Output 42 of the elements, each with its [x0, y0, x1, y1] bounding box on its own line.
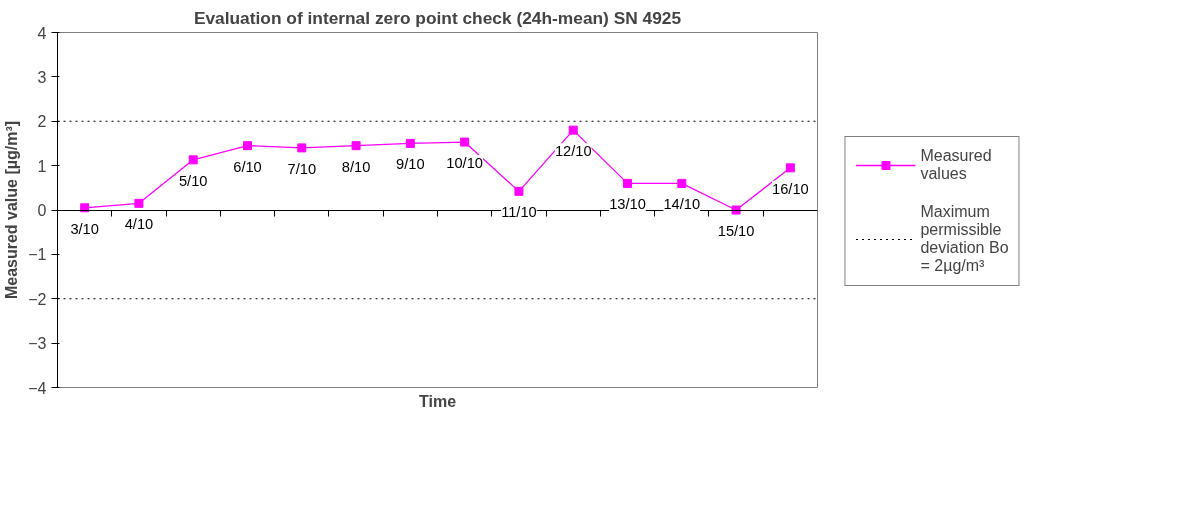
x-tick-label: 16/10 — [772, 180, 809, 197]
x-tick-label: 15/10 — [717, 223, 755, 239]
point — [297, 143, 307, 153]
point — [351, 141, 361, 151]
x-tick-label: 8/10 — [341, 158, 371, 175]
point — [134, 198, 144, 208]
x-axis-title: Time — [418, 392, 457, 410]
y-tick-label: 2 — [37, 113, 47, 131]
x-tick-label: 5/10 — [178, 172, 208, 189]
x-tick-label: 10/10 — [446, 155, 483, 172]
x-tick-label: 13/10 — [609, 196, 646, 213]
point — [677, 178, 687, 188]
point — [80, 203, 90, 213]
point — [460, 137, 470, 147]
y-tick-label: 4 — [37, 24, 47, 42]
point — [514, 186, 524, 196]
x-tick-label: 3/10 — [70, 220, 99, 237]
y-tick-label: −1 — [28, 246, 47, 264]
y-axis-title: Measured value [µg/m³] — [3, 120, 21, 300]
y-tick-label: −4 — [28, 379, 47, 397]
y-tick-label: 1 — [37, 157, 47, 175]
point — [405, 138, 415, 148]
y-tick-label: −3 — [28, 335, 47, 353]
x-tick-label: 7/10 — [287, 160, 317, 177]
x-tick-label: 11/10 — [501, 204, 537, 221]
legend-label: Measured values — [920, 147, 992, 183]
y-tick-label: −2 — [28, 290, 47, 308]
point — [623, 178, 632, 188]
y-tick-label: 0 — [37, 202, 47, 219]
x-tick-label: 14/10 — [663, 196, 701, 213]
y-tick-label: 3 — [37, 68, 47, 86]
point — [731, 205, 741, 215]
point — [568, 125, 578, 135]
x-tick-label: 9/10 — [396, 156, 425, 173]
chart-title: Evaluation of internal zero point check (24h-mean) SN 4925 — [193, 7, 682, 28]
x-tick-label: 4/10 — [124, 216, 154, 233]
point — [785, 163, 795, 173]
point — [243, 141, 252, 151]
x-tick-label: 6/10 — [233, 158, 262, 175]
point — [188, 155, 198, 165]
legend-label: Maximum permissible deviation Bo = 2µg/m³ — [920, 203, 1009, 275]
x-tick-label: 12/10 — [554, 143, 592, 160]
